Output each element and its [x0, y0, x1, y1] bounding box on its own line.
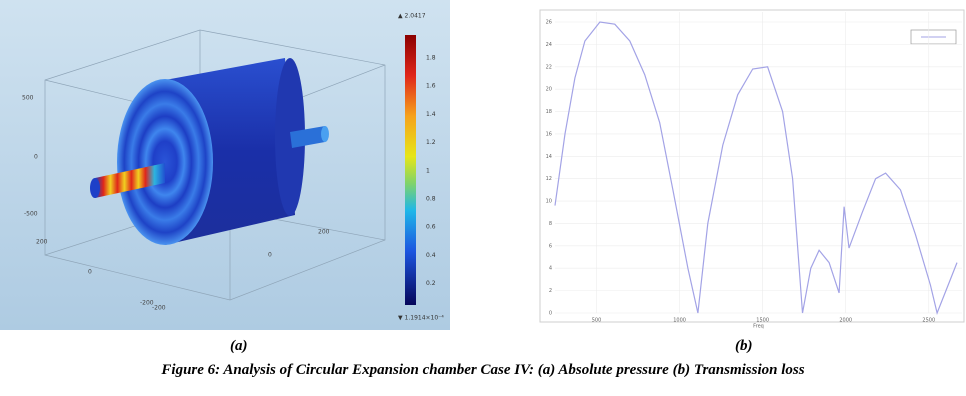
- colorbar-tick-label: 0.4: [426, 252, 436, 259]
- chamber-face: [117, 79, 213, 245]
- colorbar-tick-label: 1.6: [426, 83, 436, 90]
- y-tick-label: 14: [546, 154, 552, 160]
- colorbar-tick-label: 1.2: [426, 139, 436, 146]
- colorbar-tick-label: 0.6: [426, 224, 436, 231]
- y-tick-label: 6: [549, 243, 552, 249]
- x-tick-label: 500: [592, 318, 602, 324]
- axis-label: 0: [34, 154, 38, 161]
- y-tick-label: 24: [546, 42, 552, 48]
- y-tick-label: 20: [546, 87, 552, 93]
- axis-label: 500: [22, 95, 34, 102]
- axis-label: -500: [24, 211, 38, 218]
- y-tick-label: 26: [546, 20, 552, 26]
- page: ▲ 2.0417 ▼ 1.1914×10⁻⁴ 1.8 1.6 1.4 1.2 1 0.8 0.6…: [0, 0, 966, 396]
- x-axis-label: Freq: [753, 324, 764, 330]
- axis-label: 200: [36, 239, 48, 246]
- colorbar-tick-label: 1.4: [426, 111, 436, 118]
- x-tick-label: 1000: [673, 318, 686, 324]
- y-tick-label: 4: [549, 266, 552, 272]
- subfigure-a-label: (a): [230, 338, 248, 355]
- colorbar-tick-label: 1: [426, 167, 430, 174]
- y-tick-label: 0: [549, 311, 552, 317]
- x-tick-label: 2500: [922, 318, 935, 324]
- chart-frame: [540, 10, 964, 322]
- colorbar-max: ▲ 2.0417: [398, 13, 426, 20]
- inlet-end: [90, 178, 100, 198]
- subfigure-b-label: (b): [735, 338, 753, 355]
- colorbar: [405, 35, 416, 305]
- y-tick-label: 16: [546, 131, 552, 137]
- colorbar-tick-label: 1.8: [426, 55, 436, 62]
- colorbar-tick-label: 0.8: [426, 196, 436, 203]
- colorbar-min: ▼ 1.1914×10⁻⁴: [398, 315, 444, 322]
- y-tick-label: 2: [549, 288, 552, 294]
- axis-label: 0: [268, 252, 272, 259]
- figure-caption: Figure 6: Analysis of Circular Expansion…: [0, 362, 966, 379]
- outlet-end: [321, 126, 329, 142]
- y-tick-label: 8: [549, 221, 552, 227]
- colorbar-tick-label: 0.2: [426, 280, 436, 287]
- axis-label: 0: [88, 269, 92, 276]
- y-tick-label: 22: [546, 64, 552, 70]
- y-tick-label: 10: [546, 199, 552, 205]
- axis-label: 200: [318, 229, 330, 236]
- y-tick-label: 12: [546, 176, 552, 182]
- x-tick-label: 2000: [839, 318, 852, 324]
- pressure-plot: ▲ 2.0417 ▼ 1.1914×10⁻⁴ 1.8 1.6 1.4 1.2 1 0.8 0.6…: [0, 0, 450, 330]
- y-tick-label: 18: [546, 109, 552, 115]
- axis-label: -200: [152, 305, 166, 312]
